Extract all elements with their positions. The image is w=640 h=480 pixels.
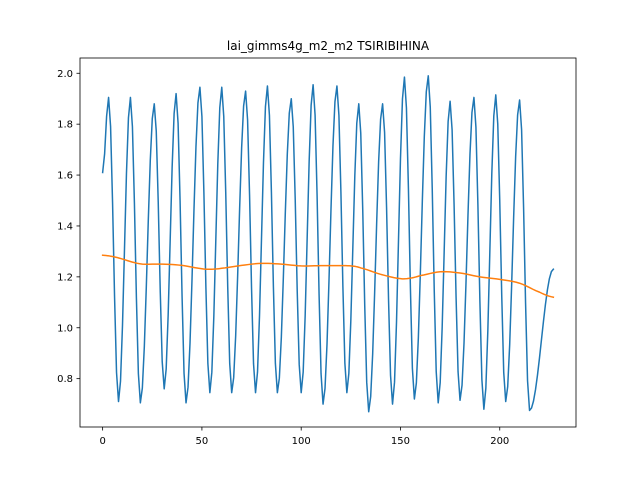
- x-tick-label: 150: [391, 436, 410, 447]
- y-tick-label: 1.2: [57, 272, 73, 283]
- series-layer: [101, 75, 555, 413]
- chart-title: lai_gimms4g_m2_m2 TSIRIBIHINA: [227, 39, 430, 53]
- x-tick-label: 200: [490, 436, 509, 447]
- series-line-1: [101, 75, 555, 413]
- y-tick-label: 0.8: [57, 374, 73, 385]
- y-tick-label: 1.0: [57, 323, 73, 334]
- series-line-2: [101, 254, 555, 299]
- y-tick-label: 2.0: [57, 69, 73, 80]
- y-tick-label: 1.4: [57, 221, 73, 232]
- y-tick-label: 1.6: [57, 171, 73, 182]
- x-tick-label: 0: [99, 436, 105, 447]
- axes-layer: 0 50 100 150 200 0.8 1.0 1.2 1.4 1.6 1.8 2.0: [57, 57, 577, 447]
- plot-frame: [79, 57, 577, 428]
- x-tick-label: 50: [196, 436, 209, 447]
- y-tick-label: 1.8: [57, 120, 73, 131]
- x-tick-label: 100: [292, 436, 311, 447]
